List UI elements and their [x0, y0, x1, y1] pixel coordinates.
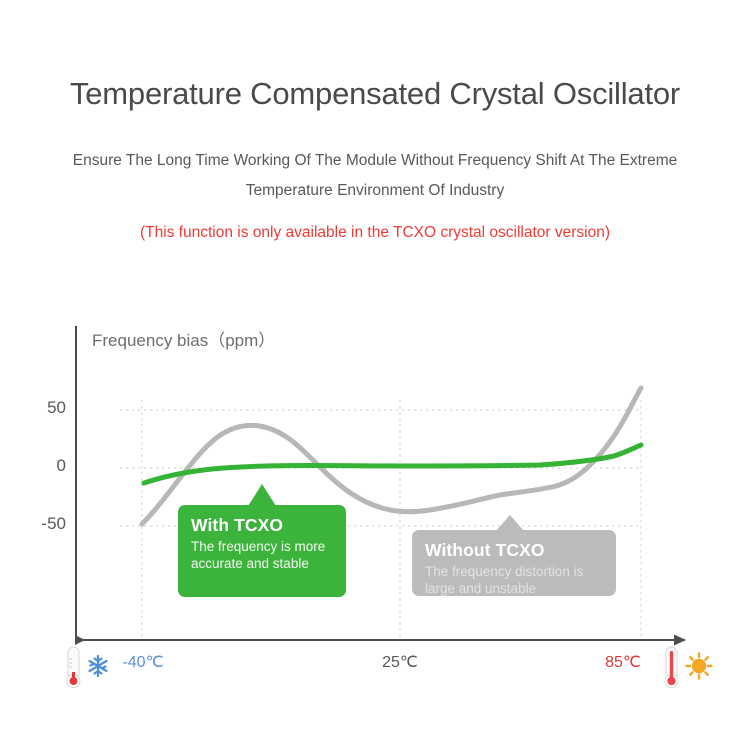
vertical-gridlines — [141, 400, 642, 640]
thermometer-high-icon — [664, 646, 679, 688]
snowflake-icon — [88, 654, 108, 678]
callout-with-tcxo-title: With TCXO — [191, 515, 284, 535]
callout-pointer-icon — [248, 484, 276, 506]
sun-icon — [685, 652, 713, 680]
y-tick-0: 0 — [56, 456, 66, 475]
curve-with-tcxo — [141, 442, 644, 486]
callout-without-tcxo-body: The frequency distortion is large and un… — [425, 564, 584, 596]
callout-without-tcxo: Without TCXO The frequency distortion is… — [412, 515, 616, 596]
x-tick-85c: 85℃ — [605, 654, 641, 671]
cold-icons-group — [60, 646, 120, 695]
callout-pointer-icon — [496, 515, 524, 531]
y-axis-caption: Frequency bias（ppm） — [92, 331, 276, 350]
thermometer-low-icon — [66, 646, 81, 688]
y-tick-minus-50: -50 — [41, 514, 66, 533]
y-tick-50: 50 — [47, 398, 66, 417]
tcxo-version-notice: (This function is only available in the … — [139, 224, 611, 241]
x-tick-25c: 25℃ — [382, 654, 418, 671]
chart-canvas — [75, 326, 686, 646]
page-title: Temperature Compensated Crystal Oscillat… — [69, 76, 681, 111]
frequency-bias-chart: Frequency bias（ppm） 50 0 -50 -40℃ 25℃ 85… — [0, 300, 750, 750]
page-subtitle: Ensure The Long Time Working Of The Modu… — [72, 152, 678, 199]
curve-without-tcxo — [139, 385, 644, 527]
callout-with-tcxo: With TCXO The frequency is more accurate… — [178, 484, 346, 597]
x-tick-minus-40c: -40℃ — [122, 654, 164, 671]
hot-icons-group — [658, 646, 720, 695]
callout-without-tcxo-title: Without TCXO — [425, 540, 545, 560]
callout-with-tcxo-body: The frequency is more accurate and stabl… — [191, 539, 326, 571]
